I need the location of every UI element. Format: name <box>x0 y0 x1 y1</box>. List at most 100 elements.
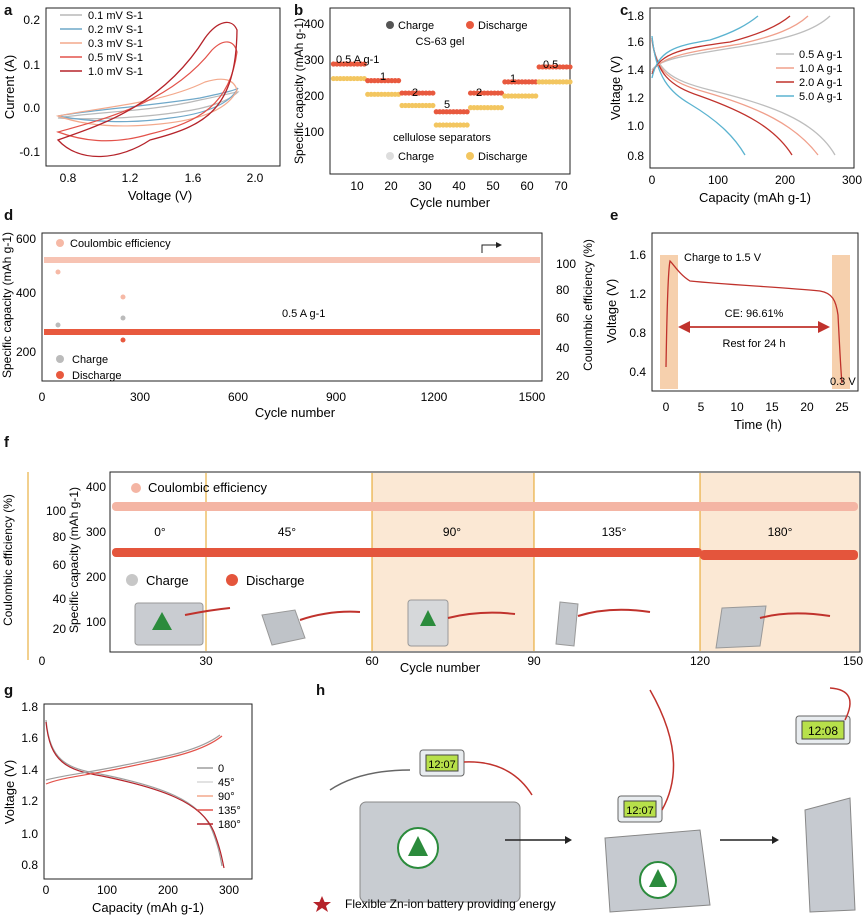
y-tick: 400 <box>304 17 324 31</box>
y-axis-label: Voltage (V) <box>2 760 17 824</box>
x-tick: 0 <box>663 400 670 414</box>
angle-region <box>372 473 534 651</box>
rate-label: 1 <box>510 73 516 85</box>
x-tick: 5 <box>698 400 705 414</box>
bending-chart: 400 300 200 100 100 80 60 40 20 0 30 60 … <box>1 471 863 675</box>
x-tick: 100 <box>97 883 117 897</box>
y2-tick: 60 <box>556 311 570 325</box>
x-tick: 20 <box>800 400 814 414</box>
x-axis-label: Capacity (mAh g-1) <box>699 190 811 205</box>
battery-photo <box>134 602 231 646</box>
cv-curve <box>57 87 239 123</box>
angle-label: 0° <box>154 525 166 539</box>
x-axis-label: Capacity (mAh g-1) <box>92 900 204 915</box>
x-tick: 100 <box>708 173 728 187</box>
panel-label: c <box>620 2 629 19</box>
rate-point <box>498 105 505 111</box>
rate-point <box>567 64 573 70</box>
x-tick: 30 <box>199 654 213 668</box>
rate-point <box>430 102 436 109</box>
x-tick: 40 <box>452 179 466 193</box>
device-demo-photos: 12:07 12:07 12:08 <box>313 687 856 913</box>
clock-display: 12:08 <box>808 724 838 738</box>
legend-label: Discharge <box>478 151 528 163</box>
discharge-curve <box>651 39 836 156</box>
y2-tick: 80 <box>53 530 67 544</box>
voltage-curve <box>665 259 843 384</box>
rate-label: 0.5 A g-1 <box>336 54 379 66</box>
y2-tick: 60 <box>53 558 67 572</box>
y-tick: -0.1 <box>19 145 40 159</box>
panel-label: f <box>4 434 9 451</box>
x-tick: 900 <box>326 390 346 404</box>
figure-caption: Flexible Zn-ion battery providing energy <box>345 897 556 911</box>
y-tick: 400 <box>16 286 36 300</box>
charge-curve <box>45 735 223 785</box>
panel-b: b 100 200 300 400 10 20 30 40 50 60 70 C… <box>290 0 580 210</box>
legend-label: Discharge <box>72 370 122 382</box>
clock-display: 12:07 <box>626 805 654 817</box>
x-tick: 0 <box>39 654 46 668</box>
rate-point <box>533 93 539 99</box>
y-tick: 0.2 <box>23 13 40 27</box>
y-tick: 0.4 <box>629 365 646 379</box>
star-icon <box>313 896 331 912</box>
y2-tick: 100 <box>46 504 66 518</box>
y-tick: 1.6 <box>629 248 646 262</box>
charge-curve <box>651 15 831 71</box>
series-title: cellulose separators <box>393 132 491 144</box>
x-tick: 200 <box>158 883 178 897</box>
x-tick: 1200 <box>421 390 448 404</box>
battery-photo <box>407 599 516 647</box>
cv-curve <box>56 41 238 142</box>
x-tick: 0 <box>39 390 46 404</box>
x-tick: 2.0 <box>247 171 264 185</box>
x-tick: 70 <box>554 179 568 193</box>
ce-band <box>44 257 540 263</box>
charge-curve <box>45 734 221 781</box>
rate-label: 5 <box>444 99 450 111</box>
clock-display: 12:07 <box>428 759 456 771</box>
legend-label: 45° <box>218 777 235 789</box>
y-tick: 0.8 <box>21 858 38 872</box>
rate-point <box>430 90 436 96</box>
battery-photo <box>715 605 831 649</box>
rate-chart: 100 200 300 400 10 20 30 40 50 60 70 Cyc… <box>292 7 573 210</box>
y-tick: 200 <box>304 89 324 103</box>
legend-label: 1.0 mV S-1 <box>88 66 143 78</box>
battery-photo <box>261 609 361 646</box>
y-tick: 1.2 <box>627 91 644 105</box>
x-tick: 25 <box>835 400 849 414</box>
rate-label: 1 <box>380 71 386 83</box>
charge-annotation: Charge to 1.5 V <box>684 252 762 264</box>
x-tick: 0.8 <box>60 171 77 185</box>
y-tick: 1.2 <box>21 794 38 808</box>
battery-photo: 12:08 <box>795 687 856 913</box>
legend-label: Charge <box>398 20 434 32</box>
legend-label: Discharge <box>246 573 305 588</box>
y-axis-label: Voltage (V) <box>608 56 623 120</box>
legend-label: Coulombic efficiency <box>70 238 171 250</box>
panel-f: f 400 300 200 100 100 80 60 40 20 0 30 6… <box>0 420 865 675</box>
charge-curve <box>651 15 759 79</box>
y2-axis-label: Coulombic efficiency (%) <box>581 239 595 371</box>
y-axis-label: Current (A) <box>2 55 17 119</box>
y2-tick: 80 <box>556 283 570 297</box>
x-tick: 600 <box>228 390 248 404</box>
end-voltage-annotation: 0.3 V <box>830 376 856 388</box>
cv-curve <box>55 78 238 127</box>
y-tick: 0.8 <box>629 326 646 340</box>
y2-tick: 100 <box>556 257 576 271</box>
cv-chart: 0.2 0.1 0.0 -0.1 0.8 1.2 1.6 2.0 Voltage… <box>2 7 281 203</box>
x-tick: 1.2 <box>122 171 139 185</box>
legend-label: 0.5 mV S-1 <box>88 52 143 64</box>
discharge-curve <box>651 39 819 156</box>
battery-photo: 12:07 <box>329 749 533 903</box>
legend-label: 0.3 mV S-1 <box>88 38 143 50</box>
discharge-curve <box>45 721 225 869</box>
y-tick: 400 <box>86 480 106 494</box>
angle-label: 180° <box>768 525 793 539</box>
y-tick: 1.6 <box>21 731 38 745</box>
y-tick: 300 <box>86 525 106 539</box>
rate-label: 2 <box>476 87 482 99</box>
